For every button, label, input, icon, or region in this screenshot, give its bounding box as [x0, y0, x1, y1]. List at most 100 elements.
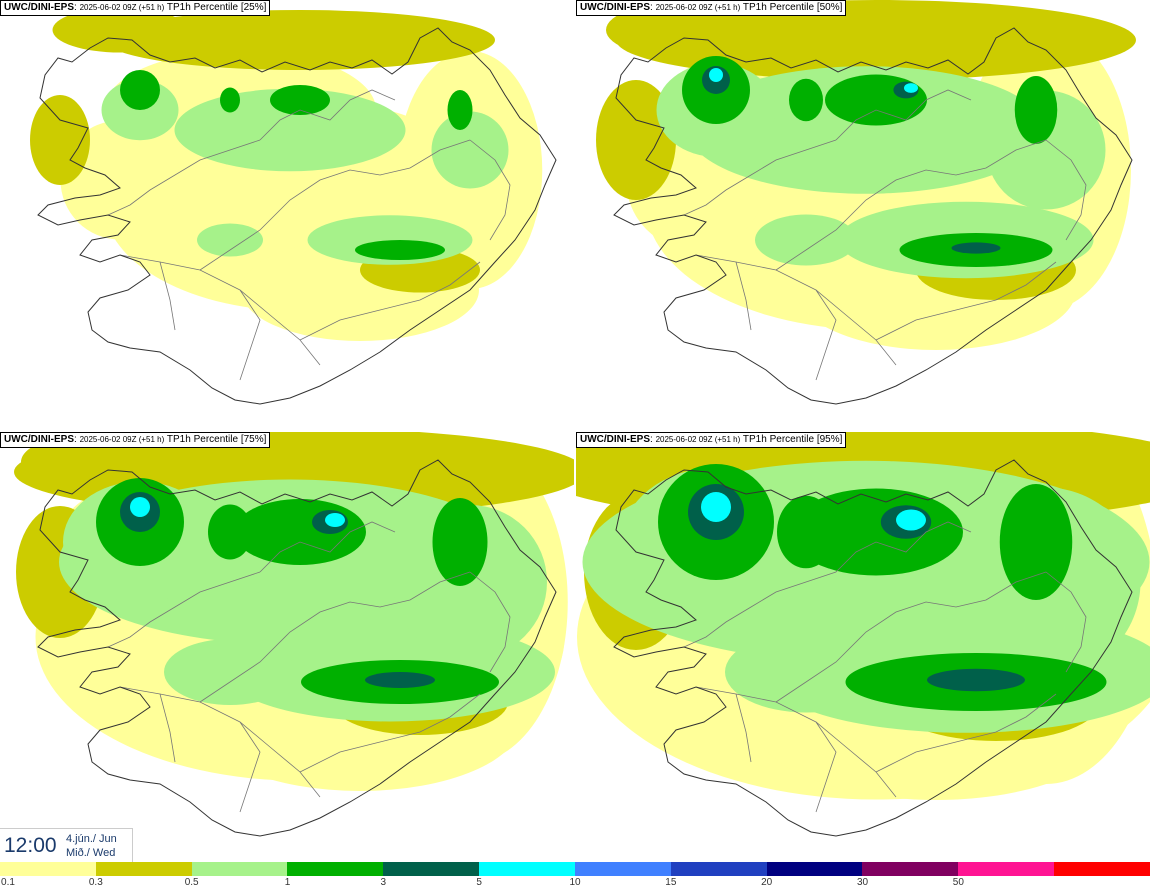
precipitation-map	[30, 7, 557, 405]
precip-area	[208, 504, 252, 560]
panel-title: UWC/DINI-EPS: 2025-06-02 09Z (+51 h) TP1…	[576, 0, 847, 16]
valid-date: 4.jún./ Jun Mið./ Wed	[66, 832, 117, 860]
road	[835, 521, 972, 573]
colorbar-label: 0.5	[184, 877, 199, 888]
colorbar-segment	[383, 862, 480, 876]
precip-area	[1014, 76, 1058, 144]
road	[875, 693, 1057, 773]
colorbar-segment	[191, 862, 288, 876]
colorbar-segment	[862, 862, 959, 876]
panel-run: 2025-06-02 09Z (+51 h)	[79, 435, 165, 444]
road	[835, 89, 972, 141]
precip-area	[432, 498, 488, 586]
road	[469, 139, 511, 241]
colorbar-label: 1	[284, 877, 291, 888]
road	[107, 571, 261, 648]
valid-time-box: 12:00 4.jún./ Jun Mið./ Wed	[0, 828, 133, 863]
percentile-panel: UWC/DINI-EPS: 2025-06-02 09Z (+51 h) TP1…	[576, 0, 1150, 428]
precip-area	[30, 95, 90, 185]
precip-area	[701, 492, 731, 522]
precip-area	[999, 484, 1073, 600]
colorbar-segment	[95, 862, 192, 876]
precip-area	[270, 85, 330, 115]
road-network	[107, 521, 511, 813]
road	[199, 571, 471, 703]
panel-variable: TP1h Percentile [95%]	[742, 434, 843, 445]
precip-area	[431, 111, 509, 189]
panel-source: UWC/DINI-EPS	[580, 2, 650, 13]
road	[683, 571, 837, 648]
precip-area	[52, 7, 188, 53]
precip-area	[234, 499, 366, 565]
road	[775, 139, 1047, 271]
panel-run: 2025-06-02 09Z (+51 h)	[79, 3, 165, 12]
precipitation-map	[576, 432, 1150, 837]
precip-area	[755, 214, 857, 266]
road	[875, 261, 1057, 341]
road	[815, 721, 837, 813]
road	[259, 89, 396, 141]
colorbar-label: 30	[856, 877, 869, 888]
precip-area	[220, 87, 240, 113]
road	[239, 721, 261, 813]
colorbar-label: 50	[952, 877, 964, 888]
colorbar-segment	[287, 862, 384, 876]
road	[159, 693, 176, 763]
precip-band-cyan	[709, 68, 918, 93]
iceland-coastline	[37, 27, 557, 405]
road	[815, 289, 837, 381]
colorbar-segment	[958, 862, 1055, 876]
valid-date-line2: Mið./ Wed	[66, 847, 116, 859]
iceland-coastline	[37, 459, 557, 837]
road	[775, 571, 1047, 703]
colorbar-label: 0.1	[1, 877, 15, 888]
precip-area	[927, 668, 1025, 692]
panel-run: 2025-06-02 09Z (+51 h)	[655, 3, 741, 12]
precip-area	[447, 90, 473, 130]
road	[107, 139, 261, 216]
precip-area	[951, 242, 1001, 254]
panel-variable: TP1h Percentile [50%]	[742, 2, 843, 13]
panel-title: UWC/DINI-EPS: 2025-06-02 09Z (+51 h) TP1…	[0, 0, 271, 16]
panel-source: UWC/DINI-EPS	[580, 434, 650, 445]
colorbar-label: 20	[761, 877, 773, 888]
precip-area	[789, 78, 823, 122]
precip-area	[596, 80, 676, 200]
precip-area	[105, 10, 495, 70]
precip-area	[777, 495, 835, 569]
colorbar-segment	[1054, 862, 1150, 876]
panel-title: UWC/DINI-EPS: 2025-06-02 09Z (+51 h) TP1…	[576, 432, 847, 448]
colorbar-labels: 0.1 0.3 0.5 1 3 5 10 15 20 30 50	[0, 877, 1150, 891]
panel-run: 2025-06-02 09Z (+51 h)	[655, 435, 741, 444]
precip-band-green	[120, 70, 473, 260]
iceland-coastline	[613, 459, 1133, 837]
road	[259, 521, 396, 573]
road-network	[107, 89, 511, 381]
colorbar-segment	[670, 862, 767, 876]
precip-area	[197, 223, 263, 257]
road	[239, 289, 261, 381]
valid-date-line1: 4.jún./ Jun	[66, 833, 117, 845]
colorbar-segment	[574, 862, 671, 876]
precip-area	[687, 66, 1045, 194]
panel-variable: TP1h Percentile [25%]	[166, 2, 267, 13]
road-network	[683, 521, 1087, 813]
colorbar-label: 10	[569, 877, 581, 888]
precip-band-cyan	[130, 497, 345, 527]
precipitation-map	[596, 0, 1136, 405]
precip-area	[825, 74, 927, 126]
percentile-panel: UWC/DINI-EPS: 2025-06-02 09Z (+51 h) TP1…	[576, 432, 1150, 860]
precipitation-colorbar	[0, 862, 1150, 876]
precip-area	[904, 83, 918, 93]
road	[735, 693, 752, 763]
road-network	[683, 89, 1087, 381]
road	[1045, 139, 1087, 241]
colorbar-label: 0.3	[88, 877, 103, 888]
precipitation-map	[14, 432, 574, 837]
colorbar-segment	[766, 862, 863, 876]
precip-band-cyan	[701, 492, 926, 531]
panel-source: UWC/DINI-EPS	[4, 2, 74, 13]
road	[735, 261, 752, 331]
colorbar-label: 3	[380, 877, 387, 888]
road	[1045, 571, 1087, 673]
